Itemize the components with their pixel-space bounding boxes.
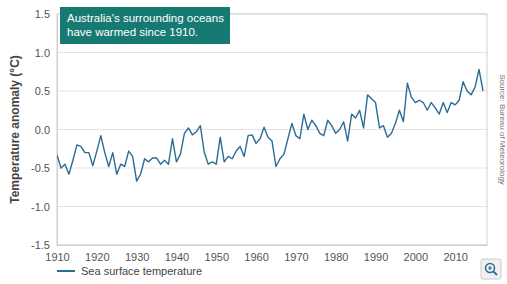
plot: -1.5 -1.0 -0.5 0.0 0.5 1.0 1.5 1910 1920 1930 1940… xyxy=(31,7,487,263)
tick-label: 2010 xyxy=(443,251,467,263)
x-axis: 1910 1920 1930 1940 1950 1960 1970 1980 1990 2000… xyxy=(45,245,487,263)
axis-line xyxy=(58,245,488,246)
tick: -1.0 xyxy=(31,201,57,213)
tick: 0.0 xyxy=(35,124,57,136)
tick: 1990 xyxy=(364,245,388,263)
tick-label: 1950 xyxy=(205,251,229,263)
axis-line xyxy=(57,15,58,246)
tick-label: 2000 xyxy=(404,251,428,263)
grid-line xyxy=(57,129,487,130)
tick-label: -1.5 xyxy=(31,239,50,251)
tick: -1.5 xyxy=(31,239,57,251)
legend: Sea surface temperature xyxy=(57,265,202,277)
tick-label: 1940 xyxy=(165,251,189,263)
tick-label: 1980 xyxy=(324,251,348,263)
zoom-handle xyxy=(494,272,498,276)
annotation-text: have warmed since 1910. xyxy=(67,26,198,38)
tick: 1910 xyxy=(45,245,69,263)
grid-line xyxy=(57,52,487,53)
zoom-button xyxy=(481,259,501,279)
tick-label: 1910 xyxy=(45,251,69,263)
tick: -0.5 xyxy=(31,162,57,174)
tick-label: 1990 xyxy=(364,251,388,263)
tick: 1.0 xyxy=(35,47,57,59)
tick-label: 1920 xyxy=(85,251,109,263)
annotation-text: Australia's surrounding oceans xyxy=(67,12,224,24)
marks xyxy=(57,69,483,181)
series-line xyxy=(57,69,483,181)
tick: 1940 xyxy=(165,245,189,263)
grid xyxy=(57,14,487,245)
annotation-box xyxy=(60,7,230,44)
tick: 1960 xyxy=(244,245,268,263)
tick-label: 1930 xyxy=(125,251,149,263)
tick-label: 1.5 xyxy=(35,8,50,20)
tick-label: 1.0 xyxy=(35,47,50,59)
source: Source: Bureau of Meteorology xyxy=(498,74,507,185)
grid-line xyxy=(57,206,487,207)
tick-label: 1970 xyxy=(284,251,308,263)
tick-label: -0.5 xyxy=(31,162,50,174)
y-axis: -1.5 -1.0 -0.5 0.0 0.5 1.0 1.5 xyxy=(31,8,57,251)
tick: 1920 xyxy=(85,245,109,263)
legend-label: Sea surface temperature xyxy=(81,265,202,277)
grid-line xyxy=(57,168,487,169)
tick: 2010 xyxy=(443,245,467,263)
tick-label: 1960 xyxy=(244,251,268,263)
grid-line xyxy=(57,91,487,92)
tick: 1.5 xyxy=(35,8,57,20)
tick-label: 0.5 xyxy=(35,85,50,97)
tick: 0.5 xyxy=(35,85,57,97)
legend-swatch xyxy=(57,270,75,272)
tick: 1980 xyxy=(324,245,348,263)
annotation: Australia's surrounding oceans have warme… xyxy=(60,7,230,44)
tick: 1970 xyxy=(284,245,308,263)
tick: 2000 xyxy=(404,245,428,263)
chart: -1.5 -1.0 -0.5 0.0 0.5 1.0 1.5 1910 1920 1930 1940… xyxy=(0,0,507,284)
tick: 1950 xyxy=(205,245,229,263)
tick-label: -1.0 xyxy=(31,201,50,213)
tick: 1930 xyxy=(125,245,149,263)
zoom-glass xyxy=(486,264,495,273)
zoom-plus xyxy=(488,266,492,270)
zoom-icon xyxy=(481,259,501,279)
plot-frame xyxy=(57,14,487,245)
tick-label: 0.0 xyxy=(35,124,50,136)
y-axis-title: Temperature anomaly (°C) xyxy=(8,55,22,204)
